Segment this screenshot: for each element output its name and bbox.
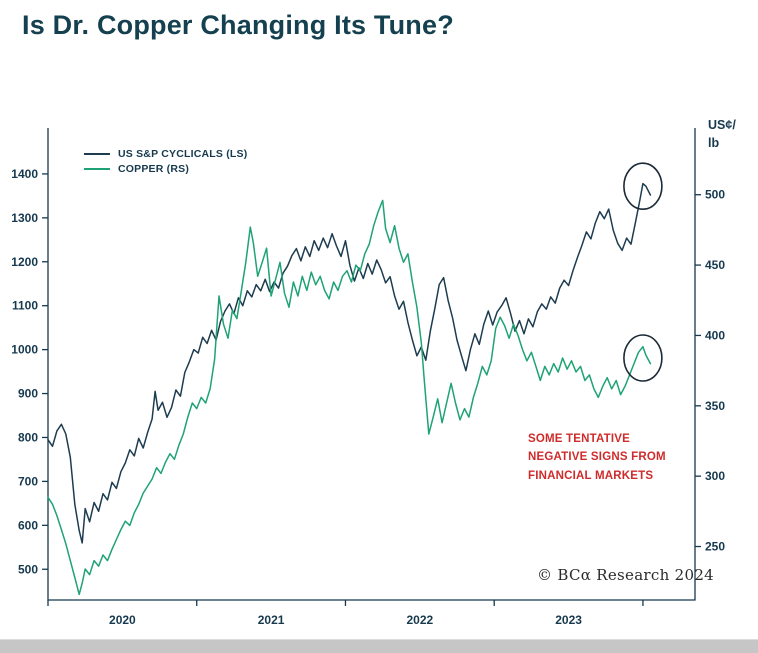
right-axis-unit-line-2: lb: [708, 136, 720, 151]
legend-item-cyclicals: US S&P CYCLICALS (LS): [84, 146, 247, 161]
series-line-cyclicals: [47, 182, 652, 544]
left-axis-tick-label: 1100: [12, 299, 38, 313]
left-axis-tick-label: 900: [18, 387, 38, 401]
right-axis-tick-label: 450: [705, 258, 725, 272]
right-axis-tick-label: 300: [705, 469, 725, 483]
series-line-copper: [47, 199, 652, 596]
right-axis-tick-label: 500: [705, 188, 725, 202]
copper-line-swatch: [84, 167, 110, 170]
legend-item-copper: COPPER (RS): [84, 161, 247, 176]
x-axis-year-label: 2021: [258, 613, 285, 627]
left-axis-tick-label: 500: [18, 562, 38, 576]
left-axis-tick-label: 1300: [11, 211, 38, 225]
left-axis-tick-label: 800: [18, 430, 38, 444]
x-axis-year-label: 2020: [109, 613, 136, 627]
x-axis-year-label: 2023: [555, 613, 582, 627]
right-axis-unit-line-1: US¢/: [708, 118, 736, 132]
tentative-signs-annotation: SOME TENTATIVE NEGATIVE SIGNS FROM FINAN…: [528, 430, 708, 485]
left-axis-tick-label: 1400: [11, 167, 38, 181]
legend: US S&P CYCLICALS (LS) COPPER (RS): [84, 146, 247, 176]
annotation-line-3: FINANCIAL MARKETS: [528, 469, 654, 482]
highlight-circle: [623, 334, 663, 382]
window-bottom-edge: [0, 639, 758, 653]
annotation-line-2: NEGATIVE SIGNS FROM: [528, 451, 666, 464]
left-axis-tick-label: 1000: [11, 343, 38, 357]
left-axis-tick-label: 700: [18, 474, 38, 488]
right-axis-tick-label: 400: [705, 328, 725, 342]
page-title: Is Dr. Copper Changing Its Tune?: [22, 10, 454, 40]
plot-frame: [47, 128, 696, 601]
legend-label-copper: COPPER (RS): [118, 162, 190, 175]
highlight-circle: [623, 162, 663, 210]
right-axis-unit-label: US¢/ lb: [708, 116, 756, 152]
annotation-line-1: SOME TENTATIVE: [528, 433, 631, 445]
right-axis-tick-label: 250: [705, 540, 725, 554]
x-axis-year-label: 2022: [406, 613, 433, 627]
right-axis-tick-label: 350: [705, 399, 725, 413]
left-axis-tick-label: 600: [18, 518, 38, 532]
left-axis-tick-label: 1200: [11, 255, 38, 269]
legend-label-cyclicals: US S&P CYCLICALS (LS): [118, 147, 248, 160]
source-credit: © BCα Research 2024: [537, 566, 715, 584]
cyclicals-line-swatch: [84, 152, 110, 155]
